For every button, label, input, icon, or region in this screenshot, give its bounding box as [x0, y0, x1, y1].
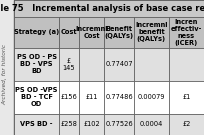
- Text: Incremnl
benefit
(QALYs): Incremnl benefit (QALYs): [135, 22, 168, 42]
- Text: Incremnl
Cost: Incremnl Cost: [75, 26, 108, 39]
- Text: PS OD -VPS
BD - TCF
OD: PS OD -VPS BD - TCF OD: [15, 87, 58, 107]
- Text: £102: £102: [83, 121, 100, 127]
- Bar: [79, 48, 104, 81]
- Text: Incren
effectiv-
ness
(ICER): Incren effectiv- ness (ICER): [171, 19, 202, 46]
- Text: 0.0004: 0.0004: [140, 121, 163, 127]
- Text: PS OD - PS
BD - VPS
BD: PS OD - PS BD - VPS BD: [17, 54, 57, 74]
- Text: £156: £156: [60, 94, 77, 100]
- Text: VPS BD -: VPS BD -: [20, 121, 53, 127]
- Text: Benefit
(QALYs): Benefit (QALYs): [104, 26, 134, 39]
- Bar: [134, 17, 169, 48]
- Text: £1: £1: [182, 94, 191, 100]
- Bar: [134, 81, 169, 114]
- Text: Table 75   Incremental analysis of base case results –: Table 75 Incremental analysis of base ca…: [0, 4, 204, 13]
- Bar: [104, 17, 134, 48]
- Text: £2: £2: [182, 121, 191, 127]
- Text: Strategy (a): Strategy (a): [14, 29, 59, 35]
- Text: 0.77486: 0.77486: [105, 94, 133, 100]
- Bar: [169, 17, 204, 48]
- Bar: [104, 81, 134, 114]
- Text: £11: £11: [85, 94, 98, 100]
- Text: £
145: £ 145: [62, 58, 75, 71]
- Bar: [14, 81, 59, 114]
- Bar: [79, 114, 104, 135]
- Bar: [104, 114, 134, 135]
- Text: 0.77407: 0.77407: [105, 61, 133, 67]
- Text: 0.00079: 0.00079: [138, 94, 165, 100]
- Bar: [14, 114, 59, 135]
- Text: Archived, for historic: Archived, for historic: [3, 44, 8, 105]
- Bar: [169, 48, 204, 81]
- Bar: [14, 0, 204, 17]
- Bar: [79, 81, 104, 114]
- Bar: [14, 48, 59, 81]
- Bar: [59, 81, 79, 114]
- Text: 0.77526: 0.77526: [105, 121, 133, 127]
- Bar: [134, 48, 169, 81]
- Text: £258: £258: [60, 121, 77, 127]
- Bar: [59, 17, 79, 48]
- Bar: [169, 81, 204, 114]
- Bar: [59, 48, 79, 81]
- Bar: [169, 114, 204, 135]
- Bar: [134, 114, 169, 135]
- Bar: [104, 48, 134, 81]
- Text: Cost: Cost: [61, 29, 77, 35]
- Bar: [79, 17, 104, 48]
- Bar: [59, 114, 79, 135]
- Bar: [14, 17, 59, 48]
